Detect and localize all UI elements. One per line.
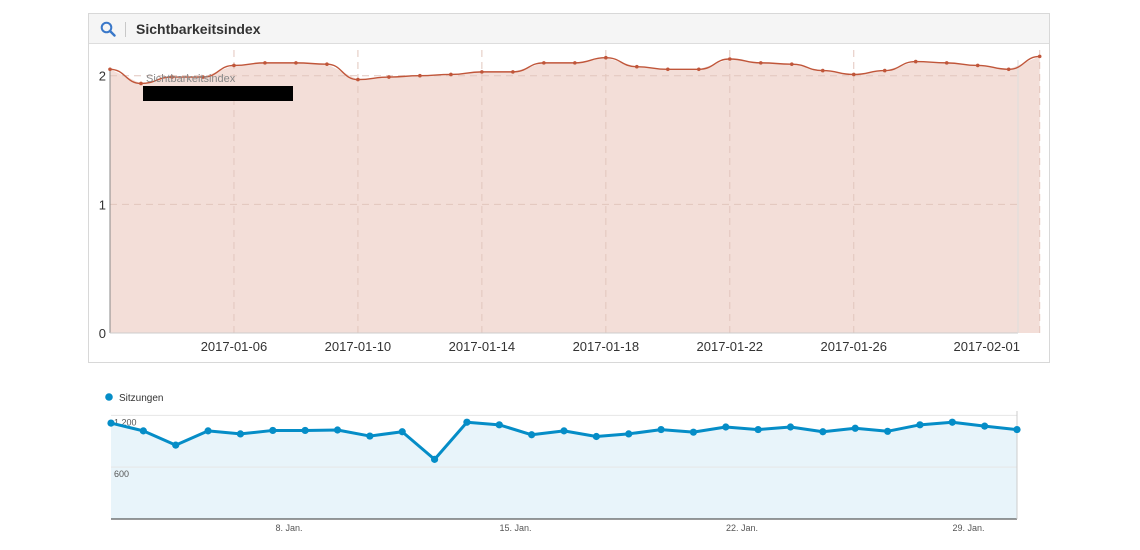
visibility-point [758,61,763,65]
x-tick-label: 2017-01-18 [573,339,640,354]
visibility-point [356,77,360,82]
sessions-point [916,421,924,429]
visibility-point [170,75,174,79]
sessions-point [948,418,956,426]
x-tick-label: 2017-01-10 [325,339,392,354]
visibility-point [1006,67,1011,72]
legend-redaction [143,86,293,101]
y-tick-label: 1 [99,197,106,212]
visibility-point [511,70,515,74]
x-tick-label: 2017-01-14 [449,339,516,354]
sessions-point [463,418,471,426]
sessions-point [981,422,989,430]
sessions-point [236,430,245,438]
header-divider [125,22,126,37]
visibility-point [1037,54,1042,59]
x-tick-label: 2017-01-06 [201,339,268,354]
visibility-point [325,62,329,66]
x-tick-label: 2017-01-22 [697,339,764,354]
sessions-point [722,423,730,431]
sessions-point [560,427,568,435]
legend-marker [105,393,113,401]
sessions-point [657,425,665,434]
sessions-point [819,428,827,436]
visibility-point [294,61,298,65]
visibility-point [789,62,794,66]
sessions-point [139,427,147,435]
panel-header: Sichtbarkeitsindex [89,14,1049,44]
x-tick-label: 22. Jan. [726,523,758,533]
sessions-point [528,431,536,439]
sessions-point [269,426,277,435]
legend-label: Sitzungen [119,393,163,404]
sessions-point [754,425,762,434]
visibility-point [139,81,143,86]
visibility-point [635,64,639,69]
y-tick-label: 0 [99,326,106,341]
visibility-point [944,61,949,65]
search-icon[interactable] [100,21,116,37]
sessions-point [1013,425,1021,434]
y-tick-label: 600 [114,469,129,479]
sessions-point [333,426,342,434]
sessions-point [625,430,633,438]
visibility-chart: 0 1 2 2017-01-06 2017-01-10 2017-01-14 2017-01… [99,50,1042,354]
visibility-point [882,68,887,73]
x-tick-label: 2017-02-01 [954,339,1021,354]
sessions-point [592,432,600,441]
visibility-point [542,61,546,65]
visibility-point [263,61,267,65]
visibility-point [851,72,856,77]
visibility-point [387,75,391,79]
visibility-point [232,63,236,68]
sessions-point [430,455,439,463]
panel-title: Sichtbarkeitsindex [136,21,261,37]
y-tick-label: 2 [99,69,106,84]
visibility-point [201,75,205,79]
sessions-point [172,441,180,449]
x-tick-label: 2017-01-26 [821,339,888,354]
visibility-point [573,61,577,65]
legend-label: Sichtbarkeitsindex [146,73,236,85]
sessions-point [398,428,406,436]
visibility-area [110,56,1040,333]
sessions-area [111,422,1017,519]
sessions-point [301,426,309,435]
sessions-point [851,424,859,432]
visibility-point [108,67,112,72]
visibility-point [913,59,918,64]
sessions-point [495,421,503,429]
visibility-point [975,63,980,68]
sessions-point [366,432,374,440]
visibility-point [666,67,670,72]
sessions-point [204,427,212,435]
visibility-point [418,73,422,78]
visibility-point [697,67,701,72]
visibility-point [604,55,608,60]
visibility-point [480,70,484,74]
x-tick-label: 8. Jan. [275,523,302,533]
sessions-point [786,423,795,431]
x-tick-label: 29. Jan. [952,523,984,533]
visibility-point [820,68,825,73]
visibility-point [727,57,732,61]
x-tick-label: 15. Jan. [499,523,531,533]
y-tick-label: 1.200 [114,417,137,427]
visibility-point [449,72,453,77]
sessions-point [107,419,115,427]
sessions-point [689,428,698,436]
sessions-point [883,427,892,435]
